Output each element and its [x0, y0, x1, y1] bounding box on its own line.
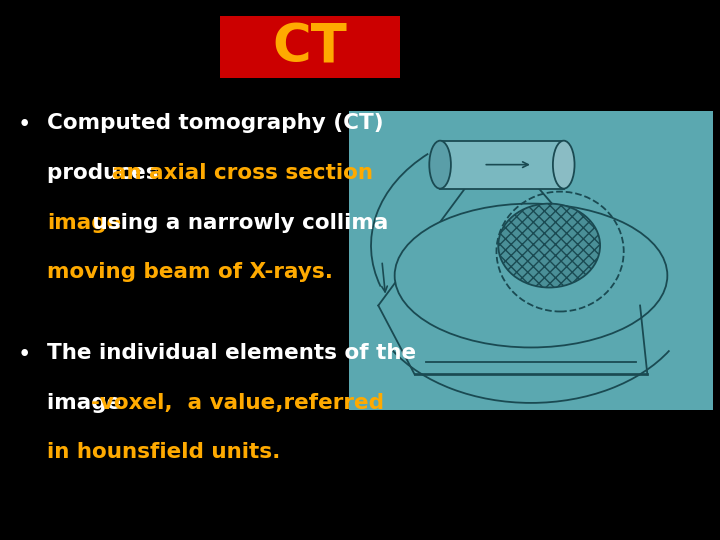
Bar: [440, 140, 564, 188]
Text: image: image: [47, 213, 121, 233]
Ellipse shape: [553, 140, 575, 188]
FancyBboxPatch shape: [220, 16, 400, 78]
Text: image: image: [47, 393, 129, 413]
Text: Computed tomography (CT): Computed tomography (CT): [47, 113, 384, 133]
Ellipse shape: [429, 140, 451, 188]
Ellipse shape: [498, 204, 600, 287]
Text: using a narrowly collima: using a narrowly collima: [85, 213, 388, 233]
Text: The individual elements of the: The individual elements of the: [47, 343, 416, 363]
Text: CT: CT: [272, 21, 347, 73]
Text: •: •: [18, 113, 32, 137]
Text: in hounsfield units.: in hounsfield units.: [47, 442, 280, 462]
Ellipse shape: [395, 204, 667, 347]
FancyBboxPatch shape: [349, 111, 713, 410]
Text: produces: produces: [47, 163, 166, 183]
Text: -voxel,  a value,referred: -voxel, a value,referred: [91, 393, 384, 413]
Text: •: •: [18, 343, 32, 366]
Text: moving beam of X-rays.: moving beam of X-rays.: [47, 262, 333, 282]
Text: an axial cross section: an axial cross section: [112, 163, 373, 183]
